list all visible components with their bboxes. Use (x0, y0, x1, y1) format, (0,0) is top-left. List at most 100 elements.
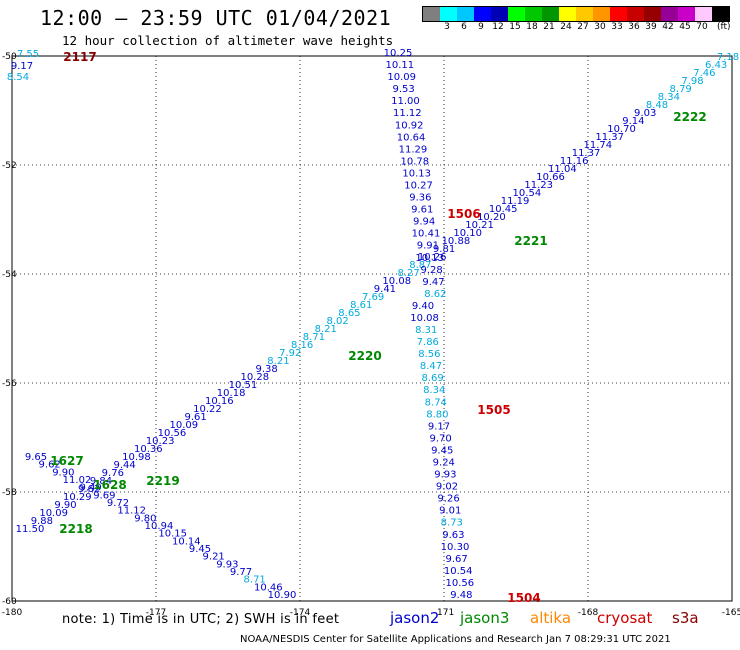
swh-value-label: 10.51 (229, 380, 258, 391)
colorbar-tick-label: 12 (492, 22, 504, 32)
colorbar-tick-label: 39 (645, 22, 657, 32)
swh-value-label: 10.20 (477, 212, 506, 223)
swh-value-label: 10.13 (402, 168, 431, 179)
swh-value-label: 9.01 (439, 506, 461, 517)
swh-value-label: 9.81 (433, 244, 455, 255)
swh-value-label: 9.90 (52, 467, 74, 478)
swh-value-label: 10.94 (145, 521, 174, 532)
colorbar-tick-label: 42 (662, 22, 674, 32)
swh-value-label: 9.72 (107, 498, 129, 509)
colorbar-swatch (508, 7, 525, 21)
swh-value-label: 7.69 (362, 292, 384, 303)
colorbar-swatch (423, 7, 440, 21)
swh-value-label: 10.56 (158, 428, 187, 439)
swh-value-label: 10.27 (404, 180, 433, 191)
swh-value-label: 9.47 (422, 277, 444, 288)
swh-value-label: 9.26 (437, 494, 459, 505)
colorbar-tick-label: 3 (444, 22, 450, 32)
pass-time-label: 2219 (146, 474, 179, 488)
swh-value-label: 7.86 (417, 337, 439, 348)
swh-value-label: 9.88 (31, 516, 53, 527)
swh-value-label: 10.46 (254, 582, 283, 593)
colorbar (422, 6, 730, 22)
swh-value-label: 8.21 (315, 324, 337, 335)
swh-value-label: 9.69 (93, 490, 115, 501)
swh-value-label: 10.66 (536, 172, 565, 183)
swh-value-label: 11.23 (524, 180, 553, 191)
swh-value-label: 11.16 (560, 156, 589, 167)
swh-value-label: 10.56 (445, 578, 474, 589)
pass-time-label: 1505 (477, 403, 510, 417)
swh-value-label: 11.50 (16, 524, 45, 535)
pass-time-label: 2222 (673, 110, 706, 124)
swh-value-label: 10.09 (39, 508, 68, 519)
swh-value-label: 8.27 (397, 268, 419, 279)
swh-value-label: 10.13 (415, 253, 444, 264)
swh-value-label: 9.65 (25, 452, 47, 463)
swh-value-label: 10.16 (205, 396, 234, 407)
colorbar-tick-label: 9 (478, 22, 484, 32)
colorbar-swatch (627, 7, 644, 21)
swh-value-label: 8.34 (658, 92, 680, 103)
swh-value-label: 7.92 (279, 348, 301, 359)
swh-value-label: 10.88 (442, 236, 471, 247)
swh-value-label: 9.61 (184, 412, 206, 423)
swh-value-label: 10.22 (193, 404, 222, 415)
pass-time-label: 1504 (507, 591, 540, 605)
y-tick-label: -60 (2, 597, 17, 607)
pass-time-label: 2221 (514, 234, 547, 248)
colorbar-tick-label: 18 (526, 22, 538, 32)
swh-value-label: 9.45 (431, 445, 453, 456)
legend-entry-jason2: jason2 (390, 609, 440, 627)
swh-value-label: 6.43 (705, 60, 727, 71)
swh-value-label: 9.28 (420, 265, 442, 276)
colorbar-tick-label: 24 (560, 22, 572, 32)
colorbar-swatch (610, 7, 627, 21)
swh-value-label: 9.76 (102, 468, 124, 479)
swh-value-label: 10.18 (217, 388, 246, 399)
x-tick-label: -180 (2, 608, 23, 618)
legend-entry-altika: altika (530, 609, 572, 627)
colorbar-swatch (457, 7, 474, 21)
colorbar-tick-label: 33 (611, 22, 623, 32)
swh-value-label: 10.09 (169, 420, 198, 431)
swh-value-label: 11.19 (501, 196, 530, 207)
swh-value-label: 8.61 (350, 300, 372, 311)
swh-value-label: 9.45 (189, 544, 211, 555)
swh-value-label: 9.62 (39, 460, 61, 471)
colorbar-unit: (ft) (717, 22, 731, 32)
swh-value-label: 10.11 (386, 60, 415, 71)
swh-value-label: 7.46 (693, 68, 715, 79)
swh-value-label: 8.71 (303, 332, 325, 343)
swh-value-label: 8.02 (326, 316, 348, 327)
swh-value-label: 11.00 (391, 96, 420, 107)
swh-value-label: 10.41 (412, 229, 441, 240)
colorbar-swatch (559, 7, 576, 21)
swh-value-label: 9.77 (230, 567, 252, 578)
swh-value-label: 11.37 (572, 148, 601, 159)
pass-time-label: 2220 (348, 349, 381, 363)
swh-value-label: 10.70 (607, 124, 636, 135)
legend-entry-jason3: jason3 (460, 609, 510, 627)
swh-value-label: 10.08 (410, 313, 439, 324)
chart-subtitle: 12 hour collection of altimeter wave hei… (62, 33, 394, 48)
swh-value-label: 9.67 (445, 554, 467, 565)
swh-value-label: 9.49 (80, 483, 102, 494)
swh-value-label: 9.40 (412, 301, 434, 312)
swh-value-label: 11.04 (548, 164, 577, 175)
swh-value-label: 11.74 (584, 140, 613, 151)
swh-value-label: 9.48 (450, 590, 472, 601)
swh-value-label: 7.55 (17, 49, 39, 60)
legend-entry-cryosat: cryosat (597, 609, 653, 627)
swh-value-label: 8.79 (670, 84, 692, 95)
colorbar-swatch (474, 7, 491, 21)
swh-value-label: 9.41 (374, 284, 396, 295)
swh-value-label: 8.62 (424, 289, 446, 300)
swh-value-label: 9.90 (54, 500, 76, 511)
swh-value-label: 9.03 (634, 108, 656, 119)
swh-value-label: 10.54 (513, 188, 542, 199)
swh-value-label: 9.80 (134, 513, 156, 524)
pass-time-label: 1506 (447, 207, 480, 221)
swh-value-label: 8.71 (244, 575, 266, 586)
swh-value-label: 10.08 (382, 276, 411, 287)
